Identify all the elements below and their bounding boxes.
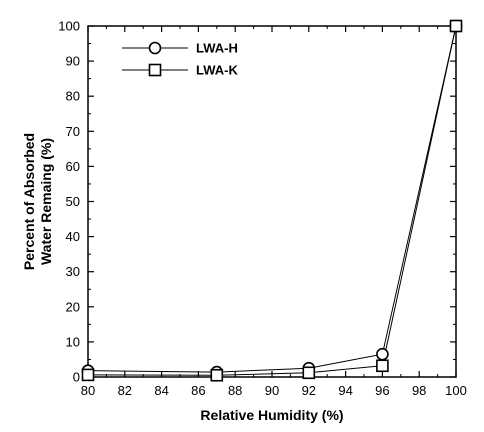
series-layer — [81, 19, 463, 382]
y-tick-label: 30 — [66, 264, 80, 279]
x-tick-label: 98 — [412, 383, 426, 398]
y-tick-label: 10 — [66, 334, 80, 349]
legend-label: LWA-K — [196, 63, 238, 78]
y-tick-label: 90 — [66, 54, 80, 69]
plot-frame — [87, 25, 457, 378]
x-tick-label: 86 — [191, 383, 205, 398]
data-point — [376, 347, 389, 361]
x-axis-title: Relative Humidity (%) — [200, 407, 343, 423]
y-tick-label: 60 — [66, 159, 80, 174]
legend-marker — [148, 41, 162, 55]
series-lwa-k — [87, 25, 457, 376]
series-line — [87, 25, 457, 373]
y-axis-ticks: 0 10 20 30 40 50 60 70 80 90 100 — [58, 19, 456, 385]
x-tick-label: 82 — [118, 383, 132, 398]
x-tick-label: 84 — [154, 383, 168, 398]
x-tick-label: 88 — [228, 383, 242, 398]
data-point — [210, 368, 224, 382]
legend-marker — [148, 63, 162, 77]
y-axis-title-line-1: Percent of Absorbed — [21, 133, 37, 270]
series-lwa-k-points — [81, 19, 463, 382]
x-tick-label: 100 — [445, 383, 467, 398]
y-tick-label: 80 — [66, 89, 80, 104]
plot-border — [87, 25, 457, 378]
x-tick-label: 80 — [81, 383, 95, 398]
y-tick-label: 70 — [66, 124, 80, 139]
data-point — [81, 368, 95, 382]
data-point — [302, 366, 316, 380]
y-tick-label: 50 — [66, 194, 80, 209]
x-tick-label: 94 — [338, 383, 352, 398]
series-lwa-h — [87, 25, 457, 373]
y-tick-label: 40 — [66, 229, 80, 244]
y-axis-title-line-2: Water Remaing (%) — [38, 138, 54, 265]
data-point — [449, 19, 463, 33]
x-tick-label: 92 — [302, 383, 316, 398]
y-tick-label: 0 — [73, 370, 80, 385]
x-tick-label: 96 — [375, 383, 389, 398]
series-lwa-h-points — [81, 19, 463, 379]
y-tick-label: 100 — [58, 19, 80, 34]
x-tick-label: 90 — [265, 383, 279, 398]
legend: LWA-H LWA-K — [122, 41, 238, 78]
data-point — [376, 359, 389, 373]
y-tick-label: 20 — [66, 299, 80, 314]
series-line — [87, 25, 457, 376]
legend-label: LWA-H — [196, 41, 238, 56]
x-axis-ticks: 80 82 84 86 88 90 92 94 96 98 100 — [81, 26, 467, 398]
